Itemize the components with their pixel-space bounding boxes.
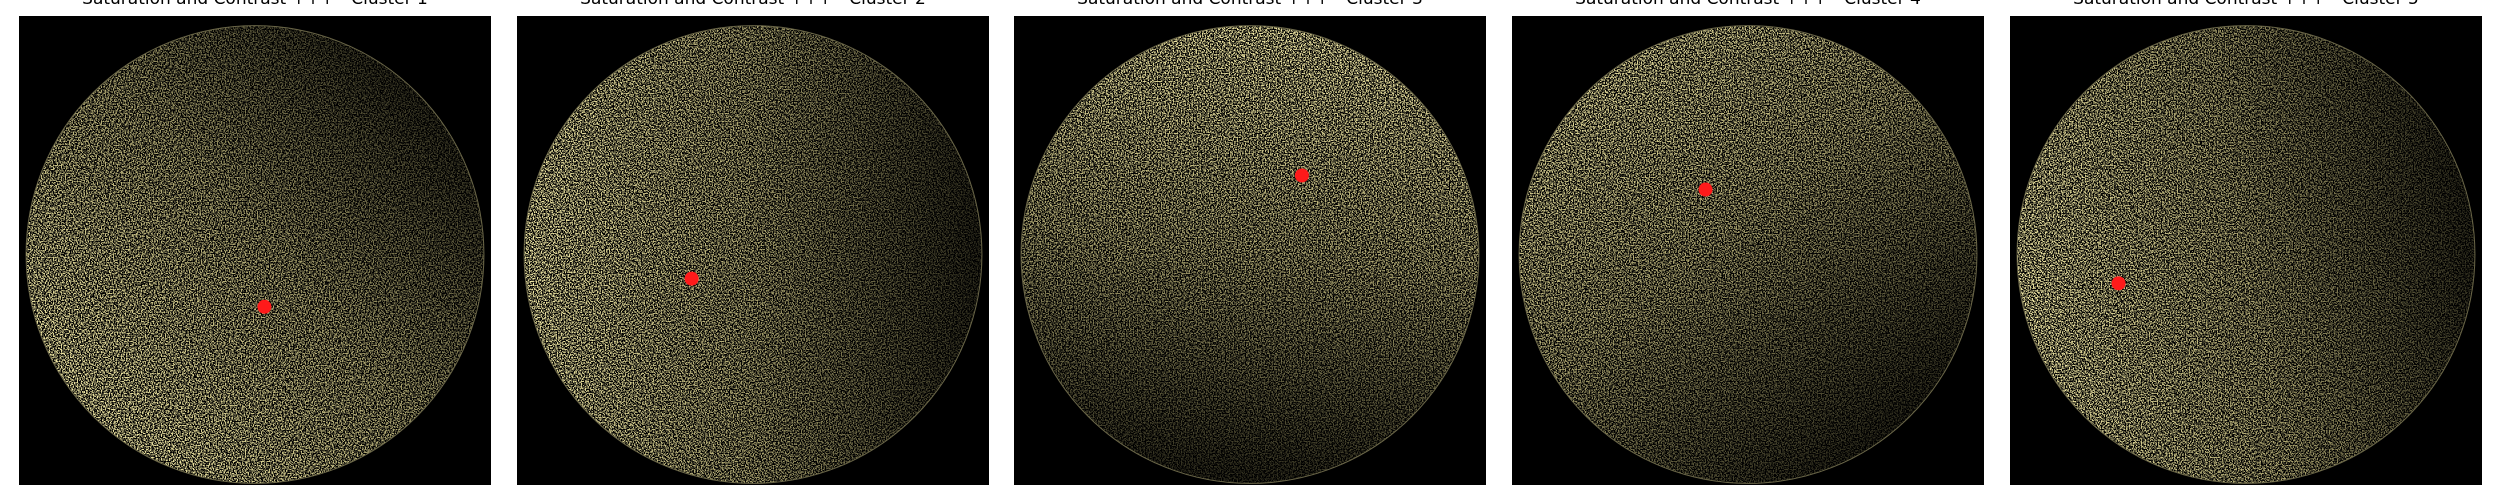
center-marker (684, 271, 699, 286)
panel-title: Saturation and Contrast +++ - Cluster 4 (1575, 0, 1921, 9)
panel-title: Saturation and Contrast +++ - Cluster 5 (2073, 0, 2419, 9)
wafer-speckle (1021, 25, 1479, 484)
wafer-edge (523, 25, 983, 484)
panel-title: Saturation and Contrast +++ - Cluster 3 (1077, 0, 1423, 9)
center-marker (2111, 276, 2126, 291)
panel: Saturation and Contrast +++ - Cluster 1 (19, 0, 491, 485)
wafer-edge (25, 25, 485, 484)
wafer-speckle (1519, 25, 1977, 484)
panel: Saturation and Contrast +++ - Cluster 5 (2010, 0, 2482, 485)
wafer-speckle (524, 25, 982, 484)
center-marker (257, 299, 272, 314)
wafer-speckle (26, 25, 484, 484)
center-marker (1294, 168, 1309, 183)
panel-title: Saturation and Contrast +++ - Cluster 1 (82, 0, 428, 9)
panel: Saturation and Contrast +++ - Cluster 2 (517, 0, 989, 485)
panel: Saturation and Contrast +++ - Cluster 3 (1014, 0, 1486, 485)
wafer-edge (1020, 25, 1480, 484)
center-marker (1698, 182, 1713, 197)
panel: Saturation and Contrast +++ - Cluster 4 (1512, 0, 1984, 485)
wafer-edge (1518, 25, 1978, 484)
panel-title: Saturation and Contrast +++ - Cluster 2 (580, 0, 926, 9)
wafer-speckle (2017, 25, 2475, 484)
wafer-edge (2016, 25, 2476, 484)
